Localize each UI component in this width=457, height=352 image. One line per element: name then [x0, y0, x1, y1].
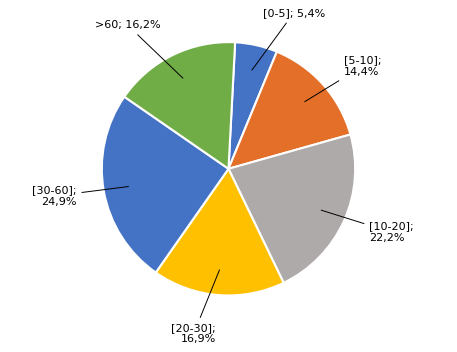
Wedge shape [228, 52, 351, 169]
Wedge shape [228, 134, 355, 283]
Text: [30-60];
24,9%: [30-60]; 24,9% [32, 185, 128, 207]
Wedge shape [124, 42, 235, 169]
Text: [5-10];
14,4%: [5-10]; 14,4% [305, 55, 382, 102]
Text: [10-20];
22,2%: [10-20]; 22,2% [321, 210, 414, 243]
Text: [0-5]; 5,4%: [0-5]; 5,4% [252, 8, 325, 70]
Wedge shape [156, 169, 284, 295]
Text: [20-30];
16,9%: [20-30]; 16,9% [171, 270, 219, 345]
Wedge shape [228, 42, 277, 169]
Text: >60; 16,2%: >60; 16,2% [95, 20, 183, 78]
Wedge shape [102, 97, 228, 272]
